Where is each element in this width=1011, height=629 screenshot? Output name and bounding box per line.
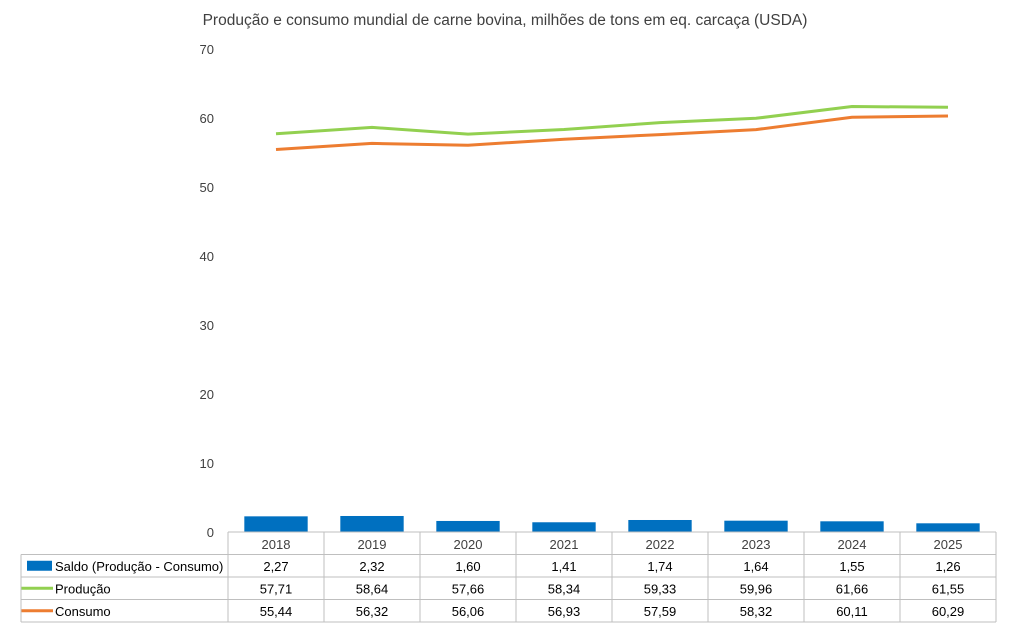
- x-tick-label: 2021: [550, 537, 579, 552]
- bar-2022: [628, 519, 692, 532]
- x-tick-label: 2022: [646, 537, 675, 552]
- chart-title: Produção e consumo mundial de carne bovi…: [203, 12, 808, 29]
- data-table: 2018 2019 2020 2021 2022 2023 2024 2025 Saldo (P…: [20, 531, 997, 623]
- y-tick-label: 30: [200, 318, 214, 333]
- data-label: 60,11: [836, 604, 868, 619]
- data-label: 1,55: [839, 559, 864, 574]
- bar-series: [244, 515, 980, 532]
- data-label: 58,64: [356, 581, 389, 596]
- y-tick-label: 50: [200, 180, 214, 195]
- data-label: 59,96: [740, 581, 773, 596]
- data-label: 57,71: [260, 581, 293, 596]
- legend-key-bar: [27, 560, 52, 571]
- x-tick-label: 2024: [838, 537, 867, 552]
- data-label: 57,66: [452, 581, 485, 596]
- bar-2025: [916, 523, 980, 532]
- data-label: 61,66: [836, 581, 869, 596]
- x-tick-label: 2025: [934, 537, 963, 552]
- bar-2019: [340, 515, 404, 532]
- data-label: 57,59: [644, 604, 677, 619]
- data-label: 58,32: [740, 604, 773, 619]
- y-tick-label: 70: [200, 42, 214, 57]
- data-label: 1,60: [455, 559, 480, 574]
- x-tick-label: 2020: [454, 537, 483, 552]
- bar-2024: [820, 521, 884, 532]
- y-tick-label: 60: [200, 111, 214, 126]
- data-label: 56,32: [356, 604, 389, 619]
- bar-2021: [532, 522, 596, 532]
- data-label: 1,64: [743, 559, 768, 574]
- data-label: 55,44: [260, 604, 293, 619]
- line-series: [275, 105, 949, 151]
- bar-2018: [244, 516, 308, 532]
- y-tick-label: 0: [207, 525, 214, 540]
- data-label: 1,26: [935, 559, 960, 574]
- legend-label: Consumo: [55, 604, 111, 619]
- x-tick-label: 2019: [358, 537, 387, 552]
- data-label: 2,32: [359, 559, 384, 574]
- y-axis: 0 10 20 30 40 50 60 70: [200, 42, 214, 540]
- legend-label: Saldo (Produção - Consumo): [55, 559, 223, 574]
- y-tick-label: 10: [200, 456, 214, 471]
- data-label: 56,06: [452, 604, 485, 619]
- y-tick-label: 40: [200, 249, 214, 264]
- data-label: 1,74: [647, 559, 672, 574]
- bar-2023: [724, 520, 788, 532]
- bar-2020: [436, 520, 500, 532]
- data-label: 2,27: [263, 559, 288, 574]
- line-produ-o: [275, 105, 949, 136]
- x-tick-label: 2018: [262, 537, 291, 552]
- y-tick-label: 20: [200, 387, 214, 402]
- legend-label: Produção: [55, 581, 111, 596]
- data-label: 1,41: [551, 559, 576, 574]
- x-tick-label: 2023: [742, 537, 771, 552]
- data-label: 60,29: [932, 604, 965, 619]
- data-label: 58,34: [548, 581, 581, 596]
- line-consumo: [275, 114, 949, 151]
- data-label: 56,93: [548, 604, 581, 619]
- data-label: 61,55: [932, 581, 965, 596]
- data-label: 59,33: [644, 581, 677, 596]
